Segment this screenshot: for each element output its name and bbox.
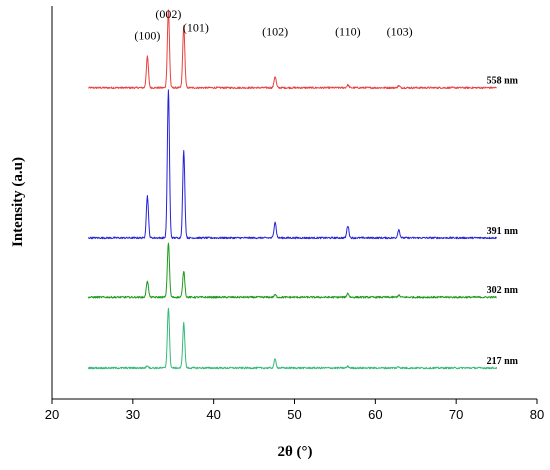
- trace-217-nm: [87, 307, 498, 370]
- series-label-302-nm: 302 nm: [487, 285, 519, 296]
- series-label-391-nm: 391 nm: [487, 226, 519, 237]
- x-tick-label-70: 70: [449, 407, 463, 422]
- series-labels: 558 nm 391 nm 302 nm 217 nm: [487, 76, 519, 367]
- peak-label-102: (102): [262, 24, 288, 38]
- x-tick-label-40: 40: [206, 407, 220, 422]
- series-label-558-nm: 558 nm: [487, 76, 519, 87]
- x-ticks: 20 30 40 50 60 70 80: [45, 399, 544, 422]
- peak-labels: (100) (002)(101) (102) (110) (103): [134, 7, 412, 43]
- trace-391-nm: [87, 89, 497, 240]
- traces: [87, 9, 498, 370]
- x-tick-label-50: 50: [287, 407, 301, 422]
- peak-label-110: (110): [335, 24, 361, 38]
- peak-label-101: (101): [183, 21, 209, 35]
- series-label-217-nm: 217 nm: [487, 356, 519, 367]
- peak-label-100: (100): [134, 28, 160, 42]
- y-axis-title: Intensity (a.u): [10, 157, 26, 247]
- peak-label-103: (103): [387, 24, 413, 38]
- x-tick-label-20: 20: [45, 407, 59, 422]
- x-axis-title: 2θ (°): [277, 444, 312, 460]
- x-tick-label-30: 30: [126, 407, 140, 422]
- trace-558-nm: [87, 9, 497, 90]
- x-tick-label-60: 60: [368, 407, 382, 422]
- peak-label-002: (002): [155, 7, 181, 21]
- x-tick-label-80: 80: [530, 407, 544, 422]
- trace-302-nm: [87, 242, 497, 299]
- axes: [51, 6, 537, 400]
